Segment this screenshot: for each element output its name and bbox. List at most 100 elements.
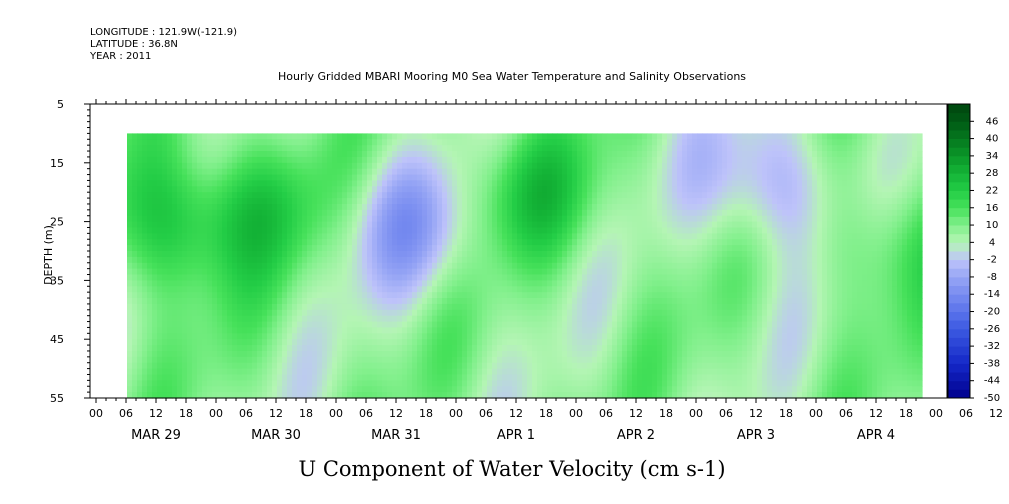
heat-cell	[407, 221, 413, 229]
heat-cell	[447, 209, 453, 217]
heat-cell	[302, 139, 308, 146]
heat-cell	[322, 145, 328, 152]
heat-cell	[322, 380, 328, 387]
heat-cell	[597, 251, 603, 258]
heat-cell	[172, 162, 178, 170]
heat-cell	[577, 174, 583, 182]
heat-cell	[367, 380, 373, 387]
heat-cell	[452, 392, 458, 399]
heat-cell	[612, 286, 618, 293]
heat-cell	[197, 168, 203, 176]
heat-cell	[632, 256, 638, 264]
heat-cell	[507, 321, 513, 329]
heat-cell	[532, 174, 538, 182]
heat-cell	[282, 274, 288, 281]
heat-cell	[312, 327, 318, 334]
heat-cell	[192, 204, 198, 211]
heat-cell	[327, 309, 333, 317]
heat-cell	[622, 227, 628, 234]
heat-cell	[257, 239, 263, 246]
heat-cell	[517, 133, 523, 140]
heat-cell	[647, 209, 653, 217]
heat-cell	[522, 227, 528, 234]
heat-cell	[657, 209, 663, 217]
heat-cell	[382, 392, 388, 399]
heat-cell	[167, 386, 173, 393]
heat-cell	[227, 303, 233, 311]
heat-cell	[667, 315, 673, 323]
heat-cell	[477, 262, 483, 270]
heat-cell	[237, 221, 243, 229]
heat-cell	[142, 298, 148, 305]
heat-cell	[442, 227, 448, 234]
heat-cell	[627, 251, 633, 258]
heat-cell	[147, 251, 153, 258]
heat-cell	[492, 292, 498, 299]
heat-cell	[157, 168, 163, 176]
heat-cell	[642, 256, 648, 264]
heat-cell	[422, 156, 428, 164]
heat-cell	[567, 356, 573, 364]
heat-cell	[617, 215, 623, 223]
heat-cell	[382, 133, 388, 140]
heat-cell	[407, 286, 413, 293]
heat-cell	[552, 262, 558, 270]
heat-cell	[317, 351, 323, 358]
heat-cell	[647, 303, 653, 311]
heat-cell	[612, 292, 618, 299]
heat-cell	[147, 392, 153, 399]
heat-cell	[302, 298, 308, 305]
heat-cell	[557, 392, 563, 399]
heat-cell	[667, 380, 673, 387]
heat-cell	[172, 339, 178, 346]
heat-cell	[492, 315, 498, 323]
heat-cell	[517, 192, 523, 199]
heat-cell	[377, 209, 383, 217]
heat-cell	[457, 339, 463, 346]
heat-cell	[212, 368, 218, 376]
heat-cell	[577, 321, 583, 329]
heat-cell	[372, 268, 378, 276]
heat-cell	[267, 298, 273, 305]
heat-cell	[392, 174, 398, 182]
heat-cell	[407, 392, 413, 399]
heat-cell	[627, 233, 633, 240]
heat-cell	[202, 233, 208, 240]
heat-cell	[427, 333, 433, 340]
heat-cell	[307, 262, 313, 270]
heat-cell	[237, 356, 243, 364]
heat-cell	[467, 180, 473, 187]
heat-cell	[362, 280, 368, 287]
heat-cell	[457, 262, 463, 270]
heat-cell	[642, 174, 648, 182]
heat-cell	[572, 174, 578, 182]
heat-cell	[612, 156, 618, 164]
heat-cell	[452, 198, 458, 205]
heat-cell	[142, 351, 148, 358]
heat-cell	[547, 151, 553, 158]
heat-cell	[142, 303, 148, 311]
heat-cell	[457, 215, 463, 223]
heat-cell	[262, 345, 268, 352]
heat-cell	[462, 380, 468, 387]
heat-cell	[292, 233, 298, 240]
heat-cell	[202, 256, 208, 264]
heat-cell	[382, 356, 388, 364]
heat-cell	[507, 215, 513, 223]
heat-cell	[527, 298, 533, 305]
heat-cell	[402, 133, 408, 140]
heat-cell	[222, 298, 228, 305]
heat-cell	[552, 274, 558, 281]
heat-cell	[557, 227, 563, 234]
heat-cell	[337, 227, 343, 234]
heat-cell	[652, 251, 658, 258]
heat-cell	[332, 374, 338, 381]
heat-cell	[577, 339, 583, 346]
heat-cell	[137, 356, 143, 364]
heat-cell	[262, 209, 268, 217]
heat-cell	[472, 280, 478, 287]
heat-cell	[202, 151, 208, 158]
heat-cell	[407, 145, 413, 152]
heat-cell	[407, 139, 413, 146]
